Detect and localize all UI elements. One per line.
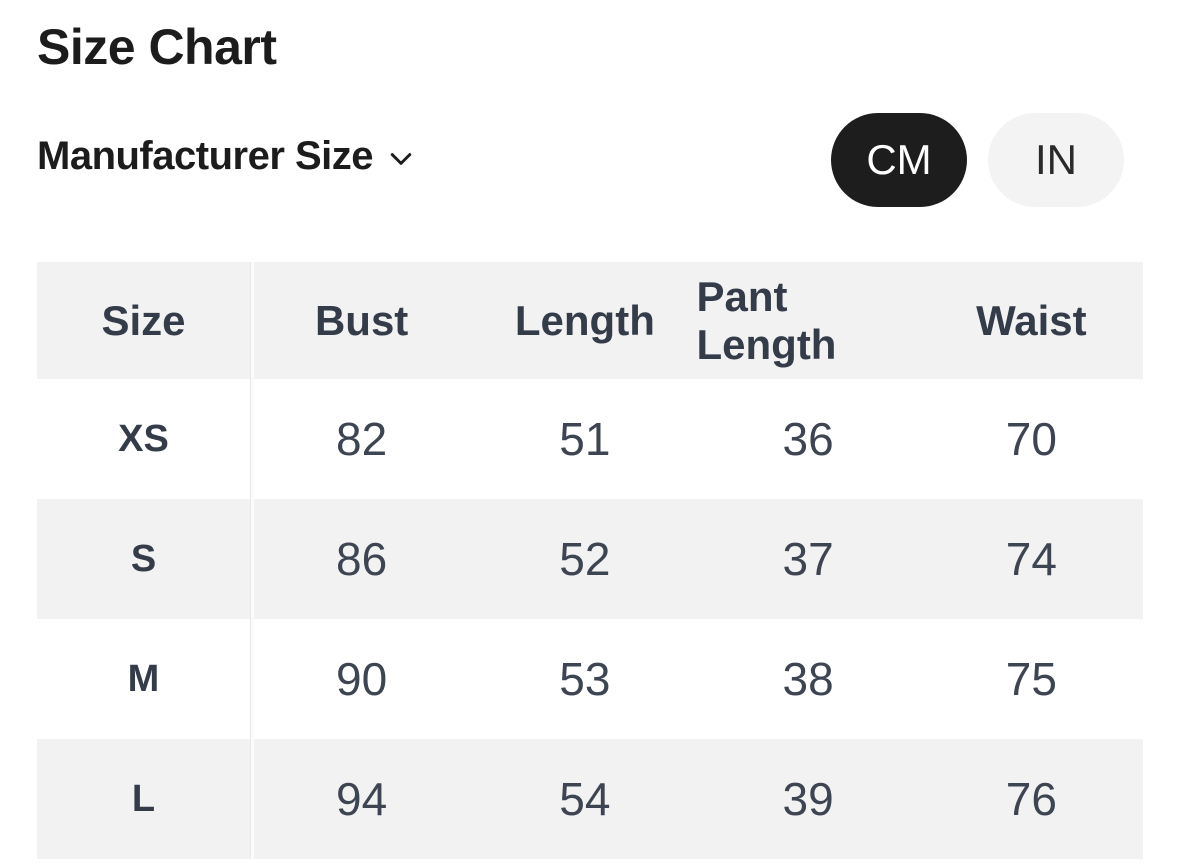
length-value: 53 <box>559 653 611 705</box>
column-header-pant-length: Pant Length <box>696 272 837 368</box>
waist-value: 70 <box>1005 413 1057 465</box>
size-label: M <box>127 657 160 700</box>
unit-toggle: CM IN <box>831 113 1124 207</box>
length-value: 51 <box>559 413 611 465</box>
pant-length-value: 37 <box>782 533 834 585</box>
bust-value: 82 <box>336 413 388 465</box>
manufacturer-size-label: Manufacturer Size <box>37 134 374 178</box>
table-row-xs: XS 82 51 36 70 <box>37 379 1143 499</box>
column-header-length: Length <box>514 296 655 344</box>
page-title: Size Chart <box>37 19 277 75</box>
size-label: XS <box>118 417 169 460</box>
size-table: Size Bust Length Pant Length Waist XS 82… <box>37 262 1143 859</box>
waist-value: 76 <box>1005 773 1057 825</box>
waist-value: 74 <box>1005 533 1057 585</box>
unit-in-button[interactable]: IN <box>988 113 1124 207</box>
unit-cm-button[interactable]: CM <box>831 113 967 207</box>
column-header-waist: Waist <box>976 296 1087 344</box>
manufacturer-size-selector[interactable]: Manufacturer Size <box>37 134 416 178</box>
bust-value: 90 <box>336 653 388 705</box>
table-row-l: L 94 54 39 76 <box>37 739 1143 859</box>
size-label: L <box>131 777 156 820</box>
size-label: S <box>130 537 157 580</box>
column-header-bust: Bust <box>314 296 409 344</box>
column-header-size: Size <box>101 296 186 344</box>
length-value: 52 <box>559 533 611 585</box>
pant-length-value: 38 <box>782 653 834 705</box>
length-value: 54 <box>559 773 611 825</box>
table-row-s: S 86 52 37 74 <box>37 499 1143 619</box>
table-row-m: M 90 53 38 75 <box>37 619 1143 739</box>
pant-length-value: 39 <box>782 773 834 825</box>
chevron-down-icon <box>390 153 412 165</box>
table-header-row: Size Bust Length Pant Length Waist <box>37 262 1143 379</box>
waist-value: 75 <box>1005 653 1057 705</box>
bust-value: 86 <box>336 533 388 585</box>
pant-length-value: 36 <box>782 413 834 465</box>
bust-value: 94 <box>336 773 388 825</box>
